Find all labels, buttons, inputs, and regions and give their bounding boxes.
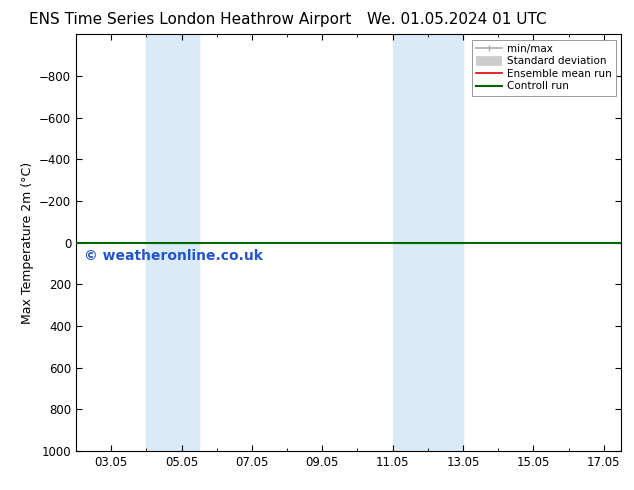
Text: © weatheronline.co.uk: © weatheronline.co.uk	[84, 249, 263, 263]
Legend: min/max, Standard deviation, Ensemble mean run, Controll run: min/max, Standard deviation, Ensemble me…	[472, 40, 616, 96]
Y-axis label: Max Temperature 2m (°C): Max Temperature 2m (°C)	[20, 162, 34, 323]
Bar	[392, 34, 463, 451]
Text: We. 01.05.2024 01 UTC: We. 01.05.2024 01 UTC	[366, 12, 547, 27]
Bar	[146, 34, 199, 451]
Text: ENS Time Series London Heathrow Airport: ENS Time Series London Heathrow Airport	[29, 12, 351, 27]
